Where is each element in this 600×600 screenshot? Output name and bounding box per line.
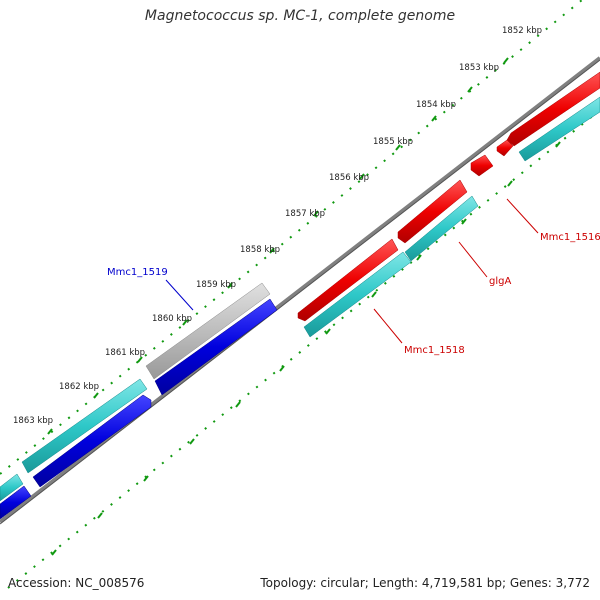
tick-label: 1858 kbp xyxy=(240,245,280,255)
map-title: Magnetococcus sp. MC-1, complete genome xyxy=(144,8,456,24)
tick-label: 1859 kbp xyxy=(196,280,236,290)
label-mmc1-1516[interactable]: Mmc1_1516 xyxy=(540,232,600,243)
gene-mmc1-1519-hypothetical[interactable] xyxy=(145,282,271,380)
tick-label: 1857 kbp xyxy=(285,209,325,219)
tick-label: 1853 kbp xyxy=(459,63,499,73)
hit-4[interactable] xyxy=(21,378,148,474)
tick-label: 1852 kbp xyxy=(502,26,542,36)
tick-label: 1860 kbp xyxy=(152,314,192,324)
gene-mmc1-1518[interactable] xyxy=(297,238,399,322)
label-leaders xyxy=(165,198,539,344)
gene-mmc1-1516[interactable] xyxy=(506,71,600,147)
label-mmc1-1518[interactable]: Mmc1_1518 xyxy=(404,345,465,356)
blast-hits[interactable] xyxy=(0,96,600,502)
genome-backbone xyxy=(0,56,600,525)
gene-blue-2[interactable] xyxy=(32,394,152,488)
hit-5[interactable] xyxy=(0,473,24,502)
gene-1516-small[interactable] xyxy=(470,154,494,177)
tick-label: 1856 kbp xyxy=(329,173,369,183)
tick-labels: 1852 kbp 1853 kbp 1854 kbp 1855 kbp 1856… xyxy=(13,26,542,426)
tick-label: 1863 kbp xyxy=(13,416,53,426)
reverse-cds-features[interactable] xyxy=(0,298,278,520)
tick-label: 1862 kbp xyxy=(59,382,99,392)
tick-label: 1855 kbp xyxy=(373,137,413,147)
gene-glgA[interactable] xyxy=(397,179,468,244)
hypothetical-features[interactable] xyxy=(145,282,271,380)
inner-ruler-major-ticks xyxy=(51,141,561,556)
hit-1[interactable] xyxy=(518,96,600,162)
hit-2[interactable] xyxy=(404,195,479,262)
label-mmc1-1519[interactable]: Mmc1_1519 xyxy=(107,267,168,278)
tick-label: 1861 kbp xyxy=(105,348,145,358)
gene-labels: Mmc1_1519 Mmc1_1516 glgA Mmc1_1518 xyxy=(107,232,600,356)
accession-label: Accession: NC_008576 xyxy=(8,576,145,590)
tick-label: 1854 kbp xyxy=(416,100,456,110)
gene-blue-1[interactable] xyxy=(154,298,278,396)
hit-3[interactable] xyxy=(303,251,412,338)
forward-cds-features[interactable] xyxy=(297,71,600,322)
outer-ruler xyxy=(0,0,583,475)
genome-summary: Topology: circular; Length: 4,719,581 bp… xyxy=(260,576,590,590)
outer-ruler-major-ticks xyxy=(47,57,509,435)
label-glgA[interactable]: glgA xyxy=(489,276,511,287)
gene-blue-3[interactable] xyxy=(0,485,32,520)
gene-mmc1-1516-fragment[interactable] xyxy=(496,139,514,157)
